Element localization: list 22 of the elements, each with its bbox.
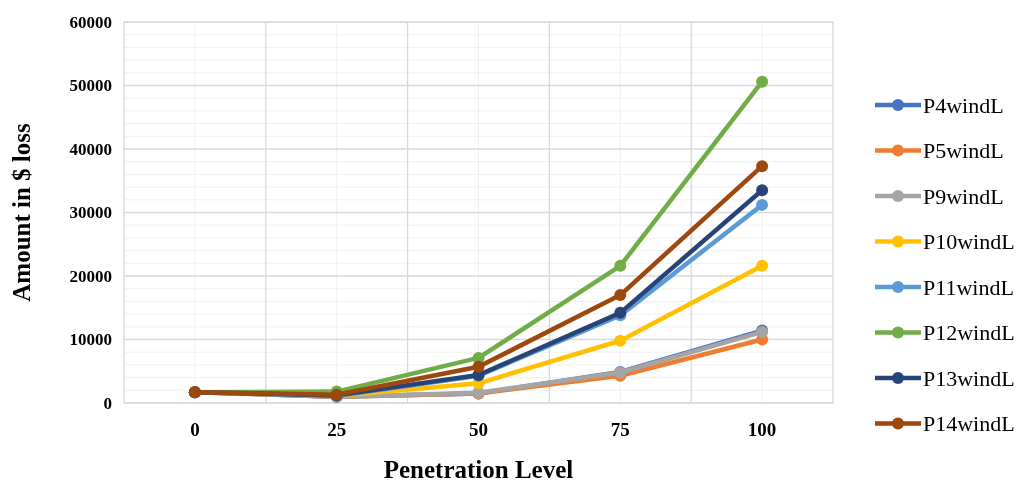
y-tick-label: 10000 (69, 330, 112, 350)
x-tick-label: 75 (610, 419, 630, 440)
x-axis-title: Penetration Level (383, 456, 574, 483)
y-tick-label: 50000 (69, 76, 112, 96)
y-tick-label: 40000 (69, 139, 112, 159)
y-tick-label: 0 (103, 393, 112, 413)
legend-label: P13windL (923, 365, 1015, 391)
legend-label: P5windL (923, 138, 1004, 164)
x-tick-label: 0 (190, 419, 200, 440)
y-axis-title: Amount in $ loss (8, 122, 35, 302)
legend-label: P10windL (923, 229, 1015, 255)
y-tick-label: 30000 (69, 203, 112, 223)
x-tick-label: 25 (327, 419, 347, 440)
y-tick-label: 20000 (69, 266, 112, 286)
legend-label: P14windL (923, 411, 1015, 437)
legend-label: P11windL (923, 274, 1014, 300)
legend-label: P4windL (923, 92, 1004, 118)
legend-label: P12windL (923, 320, 1015, 346)
y-tick-label: 60000 (69, 12, 112, 32)
legend-label: P9windL (923, 183, 1004, 209)
x-tick-label: 50 (469, 419, 488, 440)
x-tick-label: 100 (747, 419, 777, 440)
